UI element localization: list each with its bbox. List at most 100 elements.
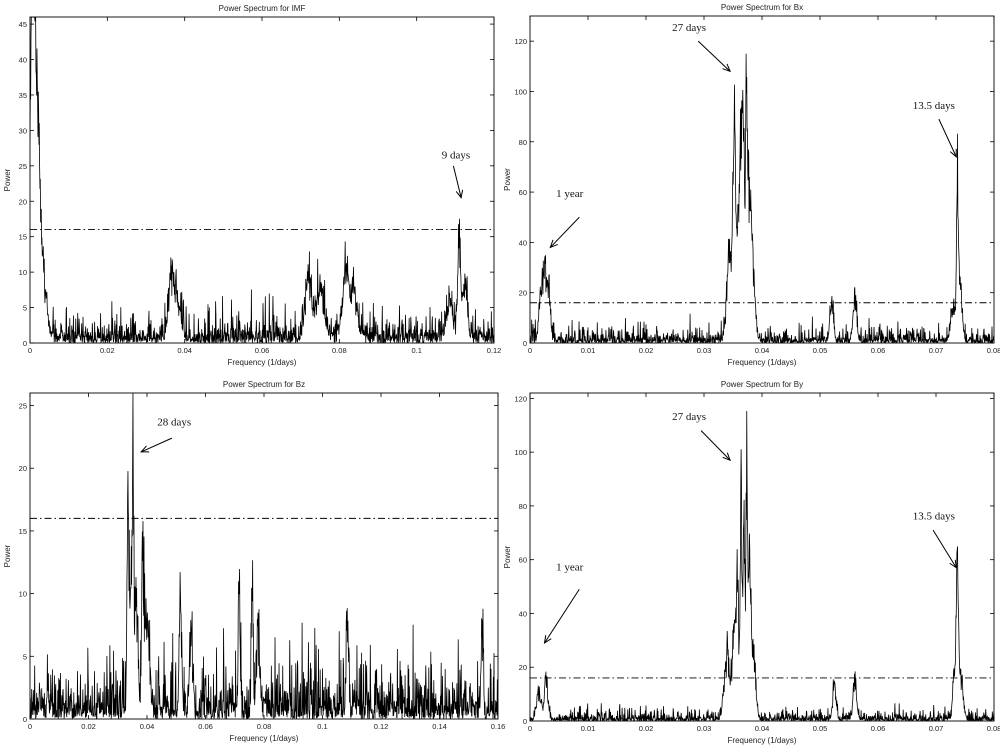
chart-title: Power Spectrum for IMF [219,4,306,13]
peak-annotation: 28 days [140,417,191,453]
x-axis-label: Frequency (1/days) [230,734,299,743]
panel-by: Power Spectrum for By 0 0.01 0.02 0.03 0.04 0.… [503,380,1000,745]
annotation-arrow [697,40,731,72]
chart-title: Power Spectrum for By [721,380,803,389]
annotation-label: 1 year [556,561,584,573]
x-tick-label: 0.1 [317,722,327,731]
y-tick-label: 25 [19,402,27,411]
peak-annotation: 27 days [672,411,731,462]
y-tick-label: 100 [514,87,527,96]
y-tick-label: 80 [519,138,527,147]
x-axis-label: Frequency (1/days) [728,358,797,367]
x-axis-label: Frequency (1/days) [728,736,797,745]
y-tick-label: 10 [19,268,27,277]
x-tick-label: 0.02 [100,346,115,355]
y-tick-label: 20 [19,197,27,206]
spectrum-line [30,17,494,343]
x-tick-label: 0.08 [332,346,347,355]
annotation-arrow [140,437,173,453]
annotation-label: 9 days [442,150,470,162]
panel-bx: Power Spectrum for Bx 0 0.01 0.02 0.03 0.04 0.… [503,3,1000,367]
y-tick-label: 15 [19,527,27,536]
y-tick-label: 20 [19,464,27,473]
peak-annotation: 9 days [442,150,470,199]
spectrum-line [30,393,498,719]
x-tick-label: 0.05 [813,724,828,733]
y-tick-label: 120 [514,394,527,403]
x-tick-label: 0.06 [198,722,213,731]
x-tick-label: 0.06 [871,724,886,733]
x-tick-label: 0 [528,724,532,733]
y-tick-label: 45 [19,20,27,29]
panel-bz: Power Spectrum for Bz 0 0.02 0.04 0.06 0.08 0.… [3,380,505,743]
y-tick-label: 20 [519,289,527,298]
y-axis-label: Power [503,168,512,191]
x-tick-label: 0.03 [697,724,712,733]
annotation-arrow [932,529,957,569]
y-tick-label: 5 [23,304,27,313]
y-tick-label: 40 [19,56,27,65]
y-axis-label: Power [503,545,512,568]
x-tick-label: 0.03 [697,346,712,355]
x-tick-label: 0.06 [255,346,270,355]
annotation-arrow [544,588,580,644]
x-tick-label: 0.02 [639,346,654,355]
panel-imf: Power Spectrum for IMF 0 0.02 0.04 0.06 0.08 0… [3,4,501,367]
annotation-label: 27 days [672,411,706,423]
arrow-head [949,148,957,158]
y-tick-label: 0 [523,717,527,726]
arrow-head [949,559,957,569]
plot-area-frame [529,392,995,722]
annotation-label: 27 days [672,22,706,34]
x-tick-label: 0.14 [432,722,447,731]
plot-area-frame [529,15,995,344]
arrow-head [549,239,558,249]
x-tick-label: 0 [528,346,532,355]
arrow-head [140,445,150,453]
annotation-arrow [700,430,731,461]
y-axis-label: Power [3,544,12,567]
arrow-head [722,452,731,462]
x-tick-label: 0.08 [987,346,1000,355]
arrow-head [455,189,464,199]
y-tick-label: 40 [519,238,527,247]
annotation-label: 1 year [556,188,584,200]
y-tick-label: 0 [23,339,27,348]
x-tick-label: 0.01 [581,346,596,355]
x-tick-label: 0 [28,346,32,355]
x-tick-label: 0.04 [140,722,155,731]
y-tick-label: 20 [519,663,527,672]
chart-title: Power Spectrum for Bx [721,3,803,12]
x-axis-label: Frequency (1/days) [228,358,297,367]
y-tick-label: 25 [19,162,27,171]
y-tick-label: 80 [519,502,527,511]
y-tick-label: 0 [23,715,27,724]
peak-annotation: 13.5 days [913,100,957,158]
annotation-label: 13.5 days [913,510,955,522]
y-tick-label: 60 [519,188,527,197]
x-tick-label: 0.12 [374,722,389,731]
y-axis-label: Power [3,168,12,191]
annotation-label: 28 days [157,417,191,429]
y-tick-label: 35 [19,91,27,100]
x-tick-label: 0.07 [929,724,944,733]
arrow-head [722,63,731,73]
peak-annotation: 27 days [672,22,731,73]
y-tick-label: 30 [19,126,27,135]
arrow-head [543,635,552,645]
plot-area-frame [29,16,495,344]
x-tick-label: 0.04 [177,346,192,355]
annotation-arrow [938,118,957,158]
chart-title: Power Spectrum for Bz [223,380,305,389]
annotation-arrow [452,165,462,198]
x-tick-label: 0.04 [755,724,770,733]
y-tick-label: 100 [514,448,527,457]
x-tick-label: 0.12 [487,346,502,355]
y-tick-label: 5 [23,652,27,661]
peak-annotation: 13.5 days [913,510,957,569]
x-tick-label: 0.06 [871,346,886,355]
x-tick-label: 0.1 [411,346,421,355]
y-tick-label: 40 [519,609,527,618]
peak-annotation: 1 year [549,188,584,249]
